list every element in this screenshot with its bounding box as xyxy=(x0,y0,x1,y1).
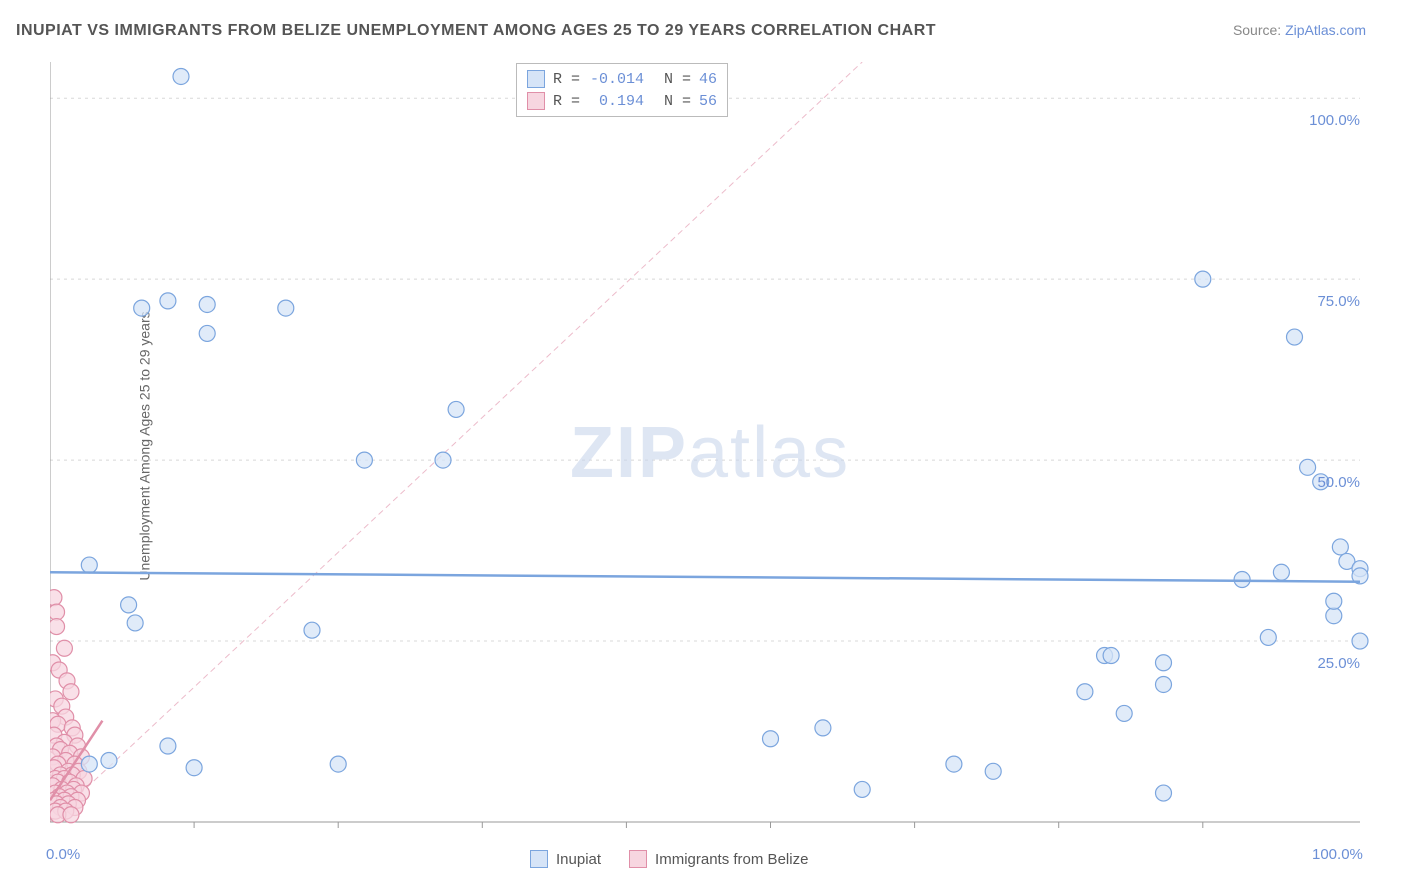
stats-r-value: 0.194 xyxy=(588,93,644,110)
legend-item: Immigrants from Belize xyxy=(629,850,808,868)
x-tick-label: 0.0% xyxy=(46,846,80,863)
source-label: Source: xyxy=(1233,22,1285,38)
legend-label: Immigrants from Belize xyxy=(655,851,808,868)
legend-item: Inupiat xyxy=(530,850,601,868)
legend-swatch xyxy=(629,850,647,868)
y-tick-label: 25.0% xyxy=(1317,655,1360,672)
stats-n-value: 56 xyxy=(699,93,717,110)
source-attribution: Source: ZipAtlas.com xyxy=(1233,22,1366,38)
scatter-svg xyxy=(50,62,1370,842)
x-tick-label: 100.0% xyxy=(1312,846,1363,863)
stats-n-value: 46 xyxy=(699,71,717,88)
stats-r-label: R = xyxy=(553,93,580,110)
stats-row: R = -0.014 N = 46 xyxy=(527,68,717,90)
y-tick-label: 50.0% xyxy=(1317,474,1360,491)
stats-r-value: -0.014 xyxy=(588,71,644,88)
legend-swatch xyxy=(527,70,545,88)
chart-plot-area: ZIPatlas R =-0.014N =46R =0.194N =56 Inu… xyxy=(50,62,1370,842)
stats-n-label: N = xyxy=(664,93,691,110)
legend-label: Inupiat xyxy=(556,851,601,868)
stats-row: R = 0.194 N = 56 xyxy=(527,90,717,112)
legend-swatch xyxy=(530,850,548,868)
legend-swatch xyxy=(527,92,545,110)
stats-n-label: N = xyxy=(664,71,691,88)
y-tick-label: 75.0% xyxy=(1317,293,1360,310)
series-legend: Inupiat Immigrants from Belize xyxy=(530,850,808,868)
y-tick-label: 100.0% xyxy=(1309,112,1360,129)
stats-r-label: R = xyxy=(553,71,580,88)
source-link[interactable]: ZipAtlas.com xyxy=(1285,22,1366,38)
chart-title: INUPIAT VS IMMIGRANTS FROM BELIZE UNEMPL… xyxy=(16,22,936,40)
stats-legend-box: R = -0.014 N = 46 R = 0.194 N = 56 xyxy=(516,63,728,117)
